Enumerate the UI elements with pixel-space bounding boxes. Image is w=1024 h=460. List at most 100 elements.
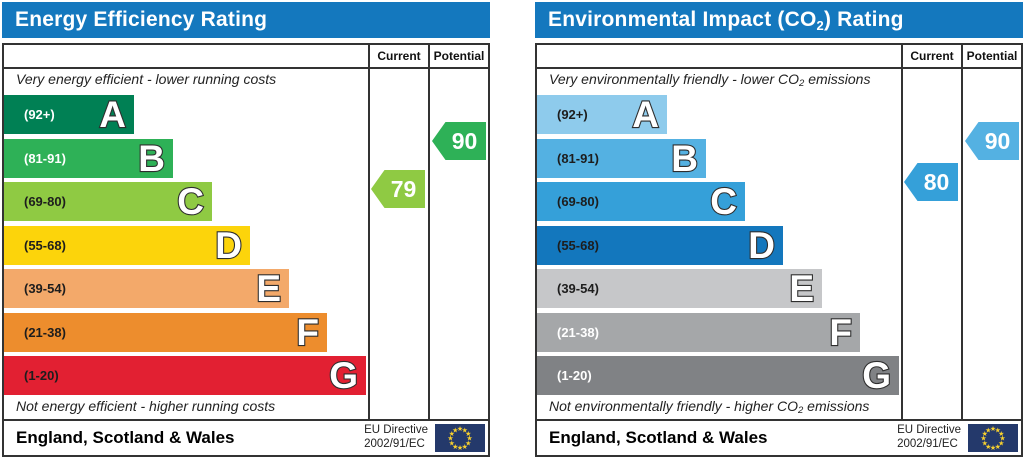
band-bar-a: (92+) A [4,94,134,135]
band-bar-f: (21-38) F [537,312,860,353]
eu-directive-line1: EU Directive [364,424,428,437]
co2-band-chart: Very environmentally friendly - lower CO… [537,69,901,419]
band-bar-c: (69-80) C [537,181,745,222]
svg-text:★: ★ [985,443,991,451]
band-letter: B [137,138,166,179]
caption-text-tail: emissions [804,71,871,87]
caption-subscript: 2 [798,405,804,416]
eu-directive-label: EU Directive 2002/91/EC [364,424,428,452]
band-bar-a: (92+) A [537,94,667,135]
svg-text:★: ★ [447,435,453,443]
band-letter: E [788,268,815,309]
svg-text:★: ★ [999,435,1005,443]
caption-text: Not environmentally friendly - higher CO [549,398,798,414]
band-letter: D [747,225,776,266]
band-range-label: (21-38) [24,325,66,340]
svg-text:★: ★ [980,435,986,443]
co2-panel-title: Environmental Impact (CO2) Rating [535,2,1023,38]
band-letter: E [255,268,282,309]
eu-directive-line1: EU Directive [897,424,961,437]
band-letter: G [861,355,892,396]
eu-directive-line2: 2002/91/EC [364,438,425,450]
band-range-label: (1-20) [557,368,592,383]
svg-text:★: ★ [452,426,458,434]
energy-rating-table: Current Potential Very energy efficient … [2,43,490,457]
title-text-tail: ) Rating [823,8,904,31]
eu-directive-line2: 2002/91/EC [897,438,958,450]
svg-text:★: ★ [452,443,458,451]
caption-subscript: 2 [799,78,805,89]
band-letter: F [295,312,320,353]
caption-text-tail: emissions [803,398,870,414]
title-subscript: 2 [816,18,824,33]
caption-text: Very environmentally friendly - lower CO [549,71,800,87]
current-arrow: 79 [371,170,425,208]
bottom-caption: Not environmentally friendly - higher CO… [549,398,869,416]
region-label: England, Scotland & Wales [549,428,768,447]
potential-column-divider [961,45,963,421]
energy-efficiency-panel: Energy Efficiency Rating Current Potenti… [2,2,490,457]
potential-value: 90 [984,128,1011,154]
band-letter: F [828,312,853,353]
svg-text:★: ★ [985,426,991,434]
potential-column-header: Potential [966,49,1018,63]
top-caption: Very environmentally friendly - lower CO… [549,71,870,89]
current-value: 80 [923,169,950,195]
caption-text: Very energy efficient - lower running co… [16,71,277,87]
band-bar-d: (55-68) D [537,225,783,266]
current-column-header: Current [377,49,421,63]
band-letter: C [709,181,738,222]
band-bar-c: (69-80) C [4,181,212,222]
svg-text:★: ★ [990,425,996,433]
region-label: England, Scotland & Wales [16,428,235,447]
svg-text:★: ★ [462,426,468,434]
band-letter: A [98,94,127,135]
band-range-label: (39-54) [557,281,599,296]
header-row-divider [4,67,488,69]
environmental-impact-panel: Environmental Impact (CO2) Rating Curren… [535,2,1023,457]
band-letter: G [328,355,359,396]
band-letter: D [214,225,243,266]
potential-arrow: 90 [965,122,1019,160]
svg-text:★: ★ [466,435,472,443]
svg-text:★: ★ [995,443,1001,451]
footer: England, Scotland & Wales EU Directive 20… [537,419,1021,455]
band-letter: B [670,138,699,179]
svg-text:★: ★ [462,443,468,451]
band-range-label: (81-91) [24,151,66,166]
svg-text:★: ★ [995,426,1001,434]
caption-text: Not energy efficient - higher running co… [16,398,276,414]
svg-text:★: ★ [465,430,471,438]
band-range-label: (39-54) [24,281,66,296]
current-column-divider [368,45,370,421]
potential-column-header: Potential [433,49,485,63]
band-bar-e: (39-54) E [4,268,289,309]
svg-text:★: ★ [982,430,988,438]
current-value: 79 [390,176,417,202]
co2-rating-table: Current Potential Very environmentally f… [535,43,1023,457]
svg-text:★: ★ [457,444,463,452]
band-range-label: (81-91) [557,151,599,166]
svg-text:★: ★ [990,444,996,452]
top-caption: Very energy efficient - lower running co… [16,71,276,89]
potential-column-divider [428,45,430,421]
current-arrow: 80 [904,163,958,201]
band-range-label: (55-68) [24,238,66,253]
band-range-label: (1-20) [24,368,59,383]
band-range-label: (92+) [24,107,55,122]
band-bar-b: (81-91) B [4,138,173,179]
band-bar-g: (1-20) G [537,355,899,396]
band-bar-e: (39-54) E [537,268,822,309]
svg-text:★: ★ [449,439,455,447]
svg-text:★: ★ [449,430,455,438]
energy-band-chart: Very energy efficient - lower running co… [4,69,368,419]
header-row-divider [537,67,1021,69]
band-bar-g: (1-20) G [4,355,366,396]
eu-flag-icon: ★★★★★★★★★★★★ [968,424,1018,452]
band-letter: A [631,94,660,135]
band-bar-d: (55-68) D [4,225,250,266]
current-column-divider [901,45,903,421]
svg-text:★: ★ [982,439,988,447]
band-bar-f: (21-38) F [4,312,327,353]
svg-text:★: ★ [998,430,1004,438]
